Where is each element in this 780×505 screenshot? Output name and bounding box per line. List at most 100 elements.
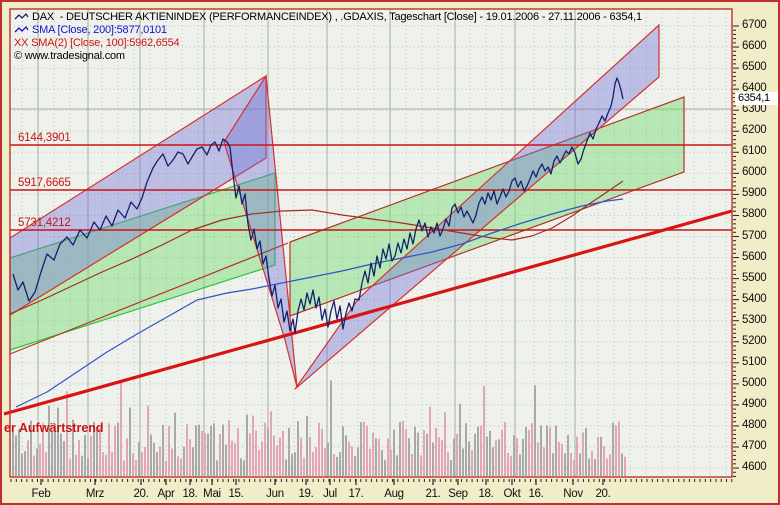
volume-bar <box>264 422 266 476</box>
volume-bar <box>378 438 380 476</box>
volume-bar <box>315 447 317 476</box>
volume-bar <box>441 439 443 476</box>
volume-bar <box>219 434 221 476</box>
volume-bar <box>201 430 203 476</box>
volume-bar <box>402 420 404 476</box>
volume-bar <box>276 445 278 476</box>
volume-bar <box>420 455 422 476</box>
volume-bar <box>156 452 158 476</box>
zigzag-line-icon <box>14 12 29 20</box>
legend-text: XX SMA(2) [Close, 100]:5962,6554 <box>14 36 180 49</box>
x-axis-label: Apr <box>157 488 175 500</box>
volume-bar <box>261 441 263 476</box>
volume-bar <box>57 407 59 476</box>
x-axis-label: 20. <box>595 488 611 500</box>
volume-bar <box>132 453 134 476</box>
zigzag-line-icon <box>14 25 29 33</box>
uptrend-annotation: er Aufwärtstrend <box>4 421 104 435</box>
volume-bar <box>120 381 122 476</box>
volume-bar <box>225 444 227 476</box>
level-price-label: 6144,3901 <box>18 132 71 144</box>
volume-bar <box>162 424 164 476</box>
volume-bar <box>351 446 353 476</box>
volume-bar <box>585 428 587 476</box>
long-term-uptrend-line <box>3 209 733 416</box>
volume-bar <box>198 424 200 476</box>
volume-bar <box>540 425 542 476</box>
legend-text: © www.tradesignal.com <box>14 49 125 62</box>
volume-bar <box>558 442 560 476</box>
volume-bar <box>327 442 329 476</box>
volume-bar <box>426 433 428 476</box>
volume-bar <box>195 425 197 476</box>
volume-bar <box>396 455 398 476</box>
volume-bar <box>246 414 248 476</box>
volume-bar <box>564 453 566 476</box>
volume-bar <box>45 452 47 476</box>
volume-bar <box>243 460 245 476</box>
volume-bar <box>21 453 23 476</box>
volume-bar <box>417 432 419 476</box>
volume-bar <box>186 423 188 476</box>
y-axis-label: 5800 <box>742 208 767 221</box>
volume-bar <box>357 447 359 476</box>
volume-bar <box>114 425 116 476</box>
volume-bar <box>174 412 176 476</box>
x-axis-label: Feb <box>31 488 51 500</box>
level-price-label: 5731,4212 <box>18 217 71 229</box>
volume-bar <box>444 412 446 476</box>
volume-bar <box>306 415 308 476</box>
volume-bar <box>297 421 299 476</box>
volume-bar <box>90 435 92 476</box>
volume-bar <box>345 435 347 476</box>
x-axis-label: 18. <box>478 488 494 500</box>
volume-bar <box>624 456 626 476</box>
volume-bar <box>453 438 455 476</box>
volume-bar <box>618 421 620 476</box>
volume-bar <box>189 439 191 476</box>
volume-bar <box>477 426 479 476</box>
volume-bar <box>513 435 515 476</box>
volume-bar <box>348 441 350 476</box>
volume-bar <box>492 447 494 476</box>
x-axis-label: Sep <box>448 488 468 500</box>
y-axis-label: 5500 <box>742 271 767 284</box>
volume-bar <box>471 450 473 476</box>
y-axis-label: 6100 <box>742 145 767 158</box>
x-axis-label: 18. <box>182 488 198 500</box>
y-axis-label: 4600 <box>742 461 767 474</box>
volume-bar <box>159 446 161 476</box>
volume-bar <box>468 441 470 476</box>
volume-bar <box>69 458 71 476</box>
volume-bar <box>105 454 107 476</box>
volume-bar <box>603 446 605 476</box>
volume-bar <box>141 452 143 476</box>
volume-bar <box>273 435 275 476</box>
volume-bar <box>150 434 152 476</box>
volume-bar <box>411 453 413 476</box>
blue-channel-jul-nov <box>294 23 660 390</box>
volume-bar <box>462 448 464 476</box>
volume-bar <box>465 423 467 476</box>
legend-text: SMA [Close, 200]:5877,0101 <box>32 23 167 36</box>
volume-bar <box>582 432 584 476</box>
volume-bar <box>552 453 554 476</box>
volume-bar <box>249 433 251 476</box>
volume-bar <box>519 454 521 476</box>
x-axis-label: 21. <box>425 488 441 500</box>
legend-line: DAX - DEUTSCHER AKTIENINDEX (PERFORMANCE… <box>14 10 642 23</box>
volume-bar <box>561 443 563 476</box>
y-axis-label: 5300 <box>742 313 767 326</box>
x-axis-label: 19. <box>298 488 314 500</box>
volume-bar <box>609 454 611 476</box>
volume-bar <box>153 442 155 476</box>
volume-bar <box>96 426 98 476</box>
volume-bar <box>12 431 14 476</box>
x-axis-label: Okt <box>503 488 521 500</box>
plot-border <box>9 8 733 478</box>
volume-bar <box>384 459 386 476</box>
volume-bar <box>192 447 194 476</box>
volume-bar <box>15 435 17 476</box>
volume-bar <box>381 450 383 476</box>
